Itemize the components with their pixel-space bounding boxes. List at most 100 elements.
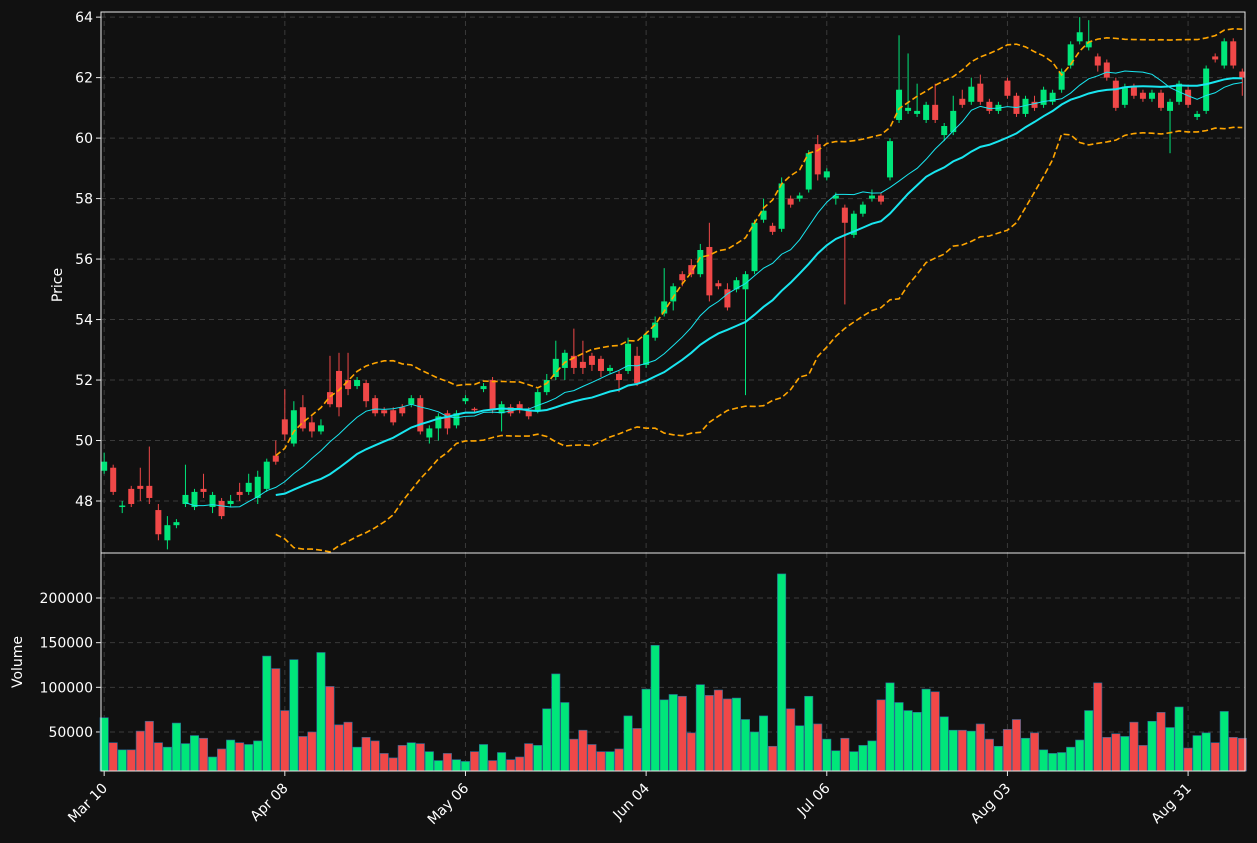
- candle-body: [950, 110, 957, 133]
- volume-bar: [668, 694, 678, 772]
- candle-body: [507, 407, 514, 414]
- volume-bar: [117, 749, 127, 772]
- candle-body: [959, 98, 966, 105]
- candle-body: [670, 286, 677, 302]
- marks: [99, 17, 1247, 772]
- candle-body: [688, 265, 695, 275]
- candle-body: [119, 505, 126, 508]
- candle-body: [245, 482, 252, 492]
- volume-bar: [460, 761, 470, 772]
- candle-body: [561, 352, 568, 368]
- volume-bar: [768, 745, 778, 772]
- candle-body: [345, 380, 352, 390]
- indicator-lines: [185, 28, 1243, 553]
- volume-bar: [813, 723, 823, 772]
- volume-bar: [858, 745, 868, 772]
- candle-body: [272, 455, 279, 462]
- candle-body: [1203, 68, 1210, 111]
- volume-bar: [822, 738, 832, 772]
- candle-body: [390, 410, 397, 423]
- candle-body: [787, 198, 794, 205]
- candle-body: [326, 392, 333, 405]
- volume-bar: [370, 740, 380, 772]
- candle-body: [200, 488, 207, 492]
- candle-body: [317, 425, 324, 432]
- upper-band-line: [275, 28, 1243, 457]
- candle-body: [471, 408, 478, 411]
- candle-body: [164, 525, 171, 541]
- candle-body: [173, 522, 180, 526]
- volume-bar: [993, 745, 1003, 772]
- candle-body: [236, 491, 243, 495]
- candle-body: [227, 500, 234, 505]
- candle-body: [453, 413, 460, 426]
- candle-body: [832, 195, 839, 199]
- candle-body: [715, 283, 722, 287]
- candle-body: [101, 461, 108, 471]
- candle-body: [588, 355, 595, 365]
- volume-bar: [930, 691, 940, 772]
- candle-body: [643, 334, 650, 365]
- volume-bar: [162, 746, 172, 772]
- candle-body: [534, 392, 541, 411]
- candle-body: [110, 467, 117, 492]
- candle-body: [1049, 92, 1056, 102]
- volume-bar: [1093, 682, 1103, 772]
- candle-body: [823, 171, 830, 178]
- volume-bar: [596, 751, 606, 772]
- candle-body: [697, 249, 704, 275]
- y-tick-label: 54: [75, 313, 93, 329]
- volume-bar: [966, 730, 976, 772]
- candle-body: [1212, 56, 1219, 60]
- candle-body: [1085, 41, 1092, 48]
- candle-body: [399, 407, 406, 414]
- y-tick-label: 56: [75, 252, 93, 268]
- candle-body: [363, 383, 370, 402]
- volume-bar: [442, 753, 452, 772]
- volume-bar: [343, 721, 353, 772]
- volume-bar: [244, 744, 254, 772]
- volume-bar: [1011, 719, 1021, 772]
- volume-bar: [876, 699, 886, 772]
- ma-short-line: [185, 70, 1243, 508]
- volume-bar: [424, 751, 434, 772]
- candle-body: [679, 274, 686, 281]
- candle-body: [724, 289, 731, 308]
- volume-bar: [298, 736, 308, 772]
- volume-bar: [831, 750, 841, 772]
- volume-bar: [1030, 732, 1040, 772]
- candle-body: [1167, 101, 1174, 111]
- candle-body: [1022, 98, 1029, 114]
- y-tick-label: 58: [75, 192, 93, 208]
- y-tick-label: 50: [75, 434, 93, 450]
- candle-body: [417, 398, 424, 432]
- candle-body: [182, 494, 189, 505]
- candle-body: [778, 183, 785, 229]
- candle-body: [805, 153, 812, 190]
- volume-bar: [849, 751, 859, 772]
- volume-bar: [316, 652, 326, 772]
- candle-body: [263, 461, 270, 489]
- volume-bar: [777, 573, 787, 772]
- candle-body: [923, 104, 930, 120]
- y-tick-label: 52: [75, 373, 93, 389]
- candle-body: [1230, 41, 1237, 66]
- volume-bar: [280, 710, 290, 772]
- candle-body: [146, 485, 153, 498]
- volume-tick-label: 150000: [40, 636, 93, 652]
- volume-bar: [1120, 736, 1130, 772]
- volume-bar: [334, 724, 344, 772]
- volume-bar: [126, 749, 136, 772]
- volume-bar: [948, 729, 958, 772]
- volume-bar: [939, 716, 949, 772]
- volume-bar: [569, 738, 579, 772]
- lower-band-line: [275, 126, 1243, 553]
- candle-body: [896, 89, 903, 120]
- volume-bar: [1174, 706, 1184, 772]
- volume-bar: [1192, 735, 1202, 772]
- candle-body: [155, 510, 162, 535]
- volume-tick-label: 100000: [40, 680, 93, 696]
- volume-bar: [560, 702, 570, 772]
- candle-body: [308, 422, 315, 432]
